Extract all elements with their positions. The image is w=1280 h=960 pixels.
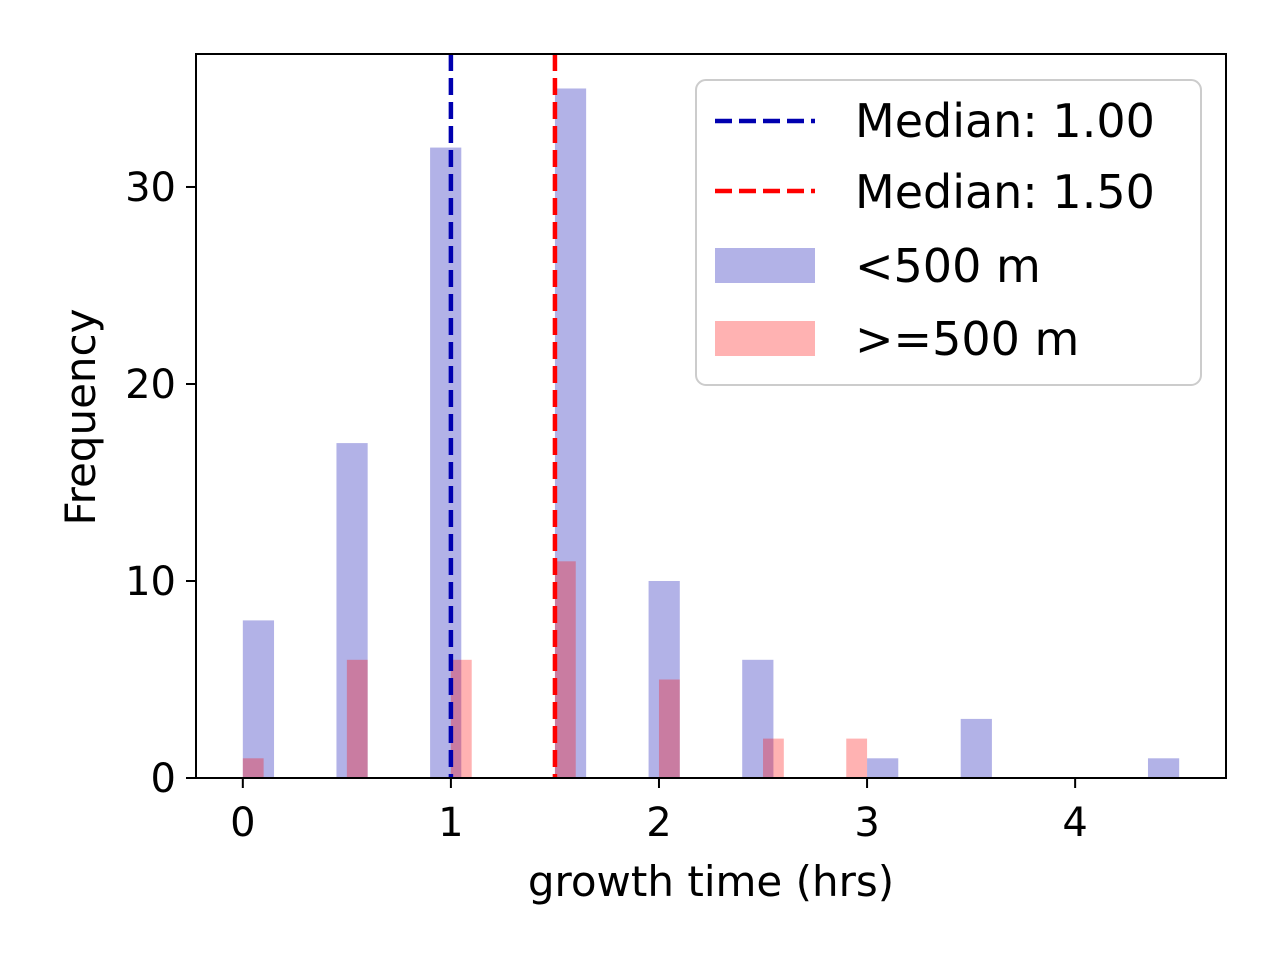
bar-over-500-1 [346, 659, 368, 778]
legend-box [695, 79, 1202, 386]
bar-under-500-1 [336, 443, 368, 778]
y-axis-ticks: 0 10 20 30 [125, 165, 196, 802]
legend-swatch-under-500 [715, 248, 815, 283]
bar-under-500-7 [960, 718, 992, 778]
histogram-bars [242, 88, 1180, 778]
y-axis-label: Frequency [56, 309, 105, 526]
bar-under-500-0 [242, 620, 275, 778]
y-tick-label: 30 [125, 165, 176, 211]
x-tick-label: 1 [438, 800, 463, 846]
legend-label-over-500: >=500 m [855, 312, 1079, 366]
bar-over-500-6 [846, 738, 868, 778]
x-tick-label: 0 [230, 800, 255, 846]
bar-over-500-3 [554, 561, 576, 778]
x-axis-label: growth time (hrs) [528, 857, 894, 906]
bar-under-500-8 [1147, 758, 1180, 778]
x-tick-label: 4 [1062, 800, 1087, 846]
bar-under-500-2 [430, 147, 462, 778]
y-tick-label: 0 [151, 756, 176, 802]
bar-under-500-6 [867, 758, 899, 778]
bar-over-500-0 [242, 758, 264, 778]
bar-over-500-5 [763, 738, 784, 778]
bar-under-500-5 [742, 659, 774, 778]
bar-over-500-4 [658, 679, 680, 778]
x-axis-ticks: 0 1 2 3 4 [230, 778, 1088, 846]
legend: Median: 1.00 Median: 1.50 <500 m >=500 m [695, 79, 1202, 386]
y-tick-label: 10 [125, 559, 176, 605]
legend-label-median-blue: Median: 1.00 [855, 94, 1155, 148]
bar-over-500-2 [450, 659, 472, 778]
legend-swatch-over-500 [715, 321, 815, 356]
x-tick-label: 3 [854, 800, 879, 846]
median-lines [448, 54, 558, 778]
y-tick-label: 20 [125, 362, 176, 408]
bar-under-500-4 [648, 580, 680, 778]
legend-label-median-red: Median: 1.50 [855, 165, 1155, 219]
x-tick-label: 2 [646, 800, 671, 846]
bar-under-500-3 [554, 88, 587, 778]
legend-label-under-500: <500 m [855, 239, 1041, 293]
plot-area-frame [195, 53, 1227, 779]
